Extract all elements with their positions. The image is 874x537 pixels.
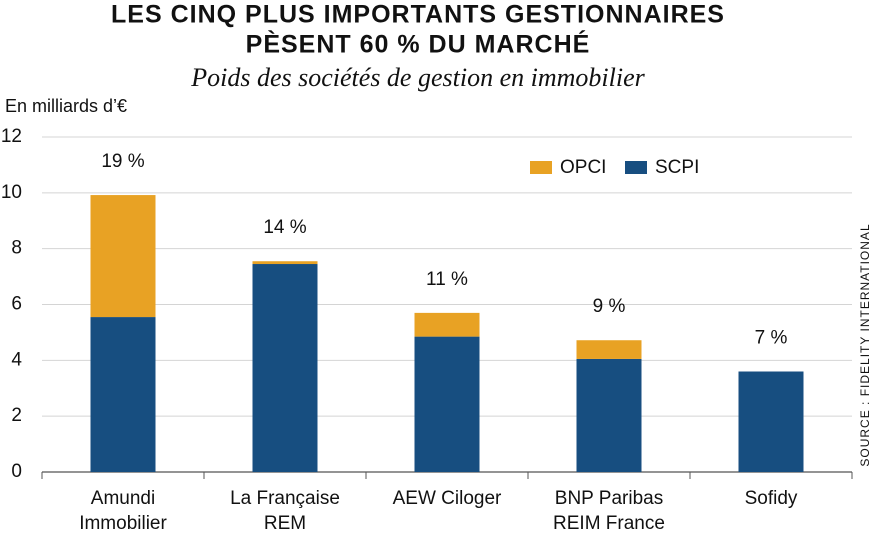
share-label: 9 % bbox=[593, 296, 626, 317]
y-tick-label: 6 bbox=[11, 294, 22, 315]
bar-segment bbox=[576, 358, 642, 472]
x-tick-label: Immobilier bbox=[79, 513, 167, 534]
chart-title: LES CINQ PLUS IMPORTANTS GESTIONNAIRES bbox=[111, 1, 725, 29]
chart-subtitle: Poids des sociétés de gestion en immobil… bbox=[190, 63, 645, 92]
bar-segment bbox=[90, 317, 156, 472]
legend-label: OPCI bbox=[560, 157, 606, 178]
y-tick-label: 12 bbox=[1, 126, 22, 147]
x-tick-label: Amundi bbox=[91, 488, 155, 509]
bar-segment bbox=[414, 312, 480, 337]
y-tick-label: 4 bbox=[11, 349, 22, 370]
y-axis-label: En milliards d’€ bbox=[5, 96, 127, 116]
x-tick-label: La Française bbox=[230, 488, 340, 509]
legend-swatch bbox=[625, 161, 647, 174]
bar-segment bbox=[252, 261, 318, 265]
share-label: 7 % bbox=[755, 328, 788, 349]
bar-segment bbox=[252, 264, 318, 472]
y-tick-label: 10 bbox=[1, 182, 22, 203]
bar-segment bbox=[90, 195, 156, 318]
y-tick-label: 2 bbox=[11, 405, 22, 426]
bar-segment bbox=[414, 336, 480, 472]
y-tick-label: 8 bbox=[11, 238, 22, 259]
legend-swatch bbox=[530, 161, 552, 174]
chart-title: PÈSENT 60 % DU MARCHÉ bbox=[246, 30, 591, 59]
x-tick-label: REM bbox=[264, 513, 306, 534]
x-tick-label: REIM France bbox=[553, 513, 665, 534]
share-label: 14 % bbox=[263, 217, 306, 238]
y-tick-label: 0 bbox=[11, 461, 22, 482]
share-label: 11 % bbox=[426, 269, 468, 290]
legend-label: SCPI bbox=[655, 157, 699, 178]
x-tick-label: BNP Paribas bbox=[555, 488, 663, 509]
source: SOURCE : FIDELITY INTERNATIONAL bbox=[858, 223, 872, 466]
share-label: 19 % bbox=[101, 151, 144, 172]
x-tick-label: AEW Ciloger bbox=[393, 488, 502, 509]
bar-segment bbox=[738, 371, 804, 472]
bar-segment bbox=[576, 340, 642, 359]
x-tick-label: Sofidy bbox=[745, 488, 798, 509]
